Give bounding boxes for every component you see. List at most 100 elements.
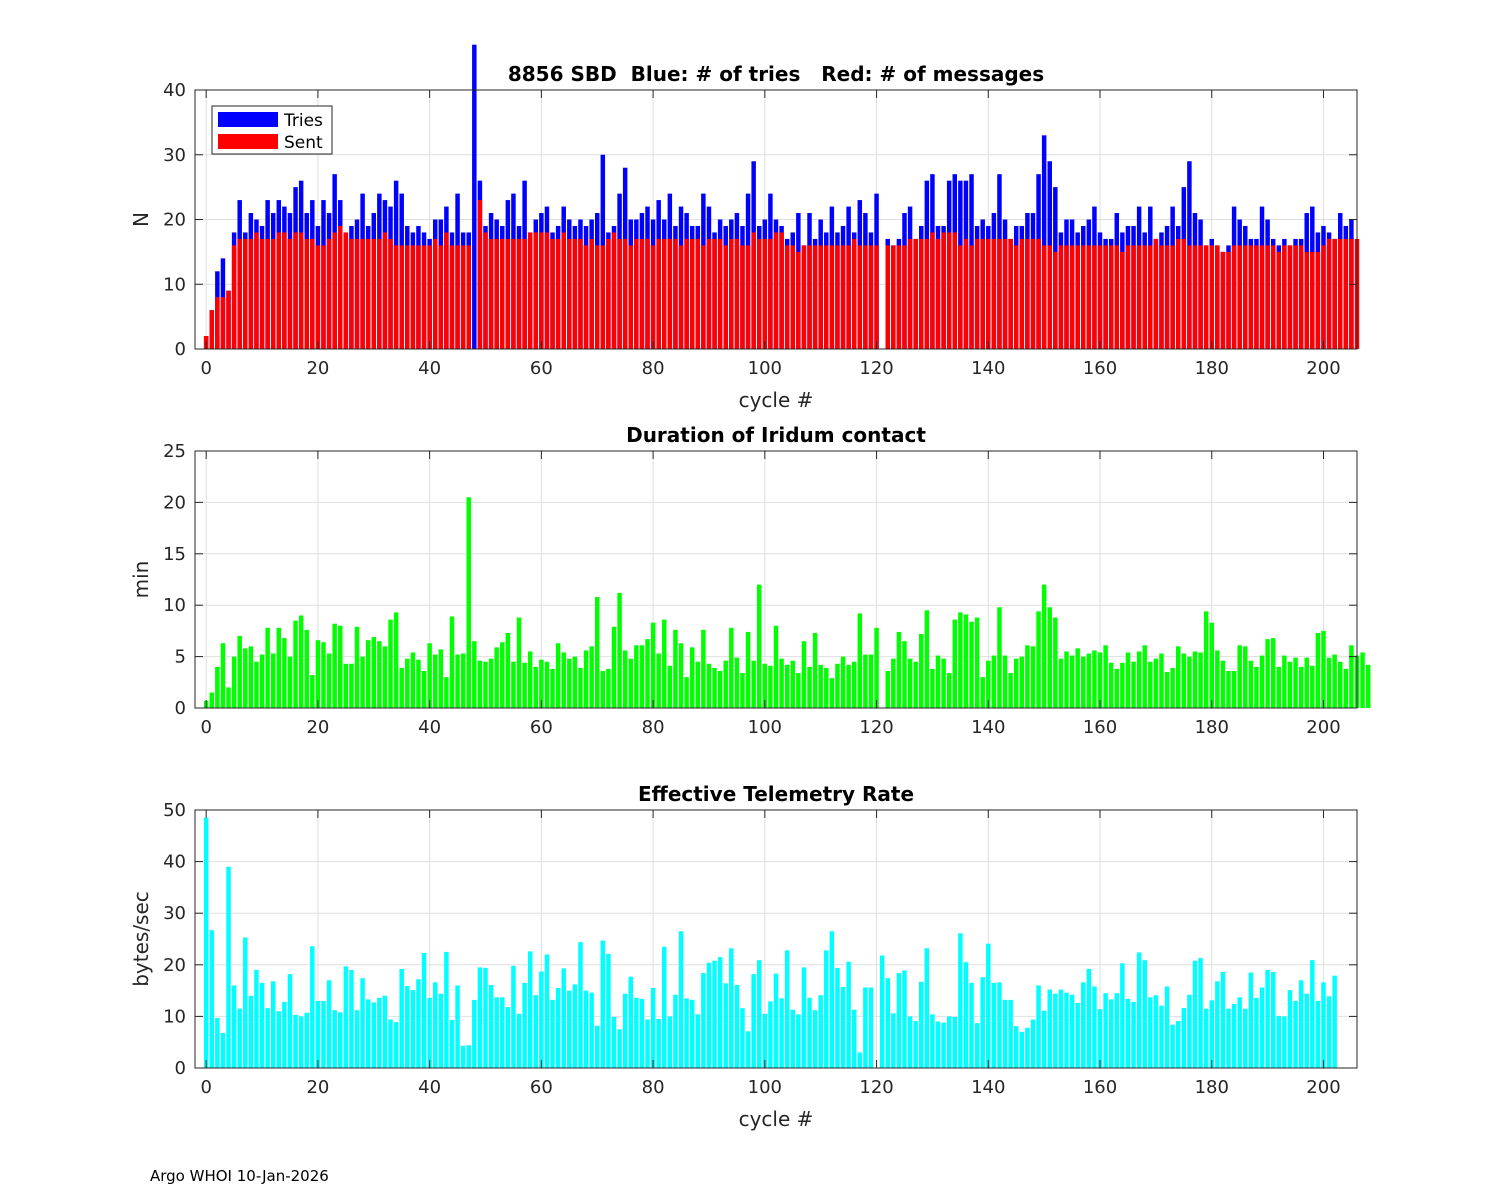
bar-sent (835, 245, 840, 349)
bar-duration (1041, 584, 1047, 708)
bar-rate (801, 967, 807, 1068)
bar-rate (1069, 994, 1075, 1068)
y-tick-label: 0 (175, 698, 186, 719)
bar-duration (818, 664, 823, 708)
bar-sent (360, 238, 365, 349)
bar-duration (1153, 658, 1159, 708)
bar-rate (349, 969, 354, 1068)
bar-rate (1192, 960, 1198, 1068)
bar-duration (1181, 653, 1187, 708)
bar-sent (1343, 238, 1349, 349)
bar-duration (857, 613, 863, 708)
bar-rate (1170, 1024, 1175, 1068)
bar-duration (740, 673, 745, 708)
y-tick-label: 10 (163, 595, 186, 616)
bar-duration (824, 667, 829, 708)
bar-tries (1041, 135, 1047, 349)
bar-duration (1092, 650, 1097, 708)
bar-rate (472, 999, 477, 1068)
x-tick-label: 80 (642, 717, 665, 738)
x-tick-label: 0 (200, 358, 211, 379)
y-tick-label: 15 (163, 544, 186, 565)
bar-sent (259, 238, 265, 349)
x-tick-label: 160 (1083, 1077, 1117, 1098)
bar-sent (628, 245, 633, 349)
bar-sent (896, 245, 902, 349)
bar-duration (1097, 652, 1103, 708)
bar-sent (293, 232, 298, 349)
bar-rate (1064, 992, 1069, 1068)
bar-duration (1243, 646, 1248, 708)
bar-rate (572, 984, 578, 1068)
bar-rate (466, 1045, 471, 1068)
x-tick-label: 100 (748, 358, 782, 379)
bar-duration (1226, 670, 1231, 708)
bar-duration (958, 612, 963, 708)
bar-sent (382, 232, 388, 349)
bar-rate (410, 990, 416, 1068)
bar-rate (393, 1022, 399, 1068)
chart-panel-1: 0 20 40 60 80 100 120 140 160 180 200 0 10 20 30 40 8856… (129, 44, 1360, 412)
bar-duration (360, 656, 365, 708)
legend-label-tries: Tries (283, 111, 323, 131)
bar-rate (879, 955, 885, 1068)
bar-rate (449, 1020, 455, 1068)
bar-sent (522, 238, 527, 349)
bar-duration (393, 612, 399, 708)
bar-sent (455, 245, 460, 349)
bar-sent (276, 232, 282, 349)
bar-rate (745, 1031, 751, 1068)
bar-sent (706, 238, 712, 349)
bar-rate (477, 967, 483, 1068)
y-tick-label: 30 (163, 903, 186, 924)
bar-duration (276, 627, 282, 708)
bar-rate (1265, 969, 1270, 1068)
bar-duration (868, 654, 874, 708)
bar-sent (824, 245, 829, 349)
bar-rate (1287, 990, 1293, 1068)
bar-rate (310, 946, 315, 1068)
bar-duration (270, 653, 276, 708)
bar-duration (913, 661, 918, 708)
bar-rate (287, 974, 293, 1068)
bar-rate (259, 982, 265, 1068)
bar-rate (1131, 1001, 1136, 1068)
bar-duration (550, 668, 555, 708)
footer-label: Argo WHOI 10-Jan-2026 (150, 1167, 329, 1185)
bar-duration (1338, 661, 1343, 708)
bar-rate (1310, 960, 1315, 1068)
bar-sent (617, 238, 622, 349)
bar-duration (1120, 662, 1125, 708)
bar-duration (438, 649, 444, 708)
y-tick-label: 10 (163, 1006, 186, 1027)
bar-sent (1159, 245, 1164, 349)
bar-rate (1231, 1004, 1237, 1068)
bar-rate (1136, 952, 1142, 1068)
bar-duration (885, 670, 890, 708)
bar-sent (282, 232, 287, 349)
bar-duration (338, 625, 343, 708)
bar-duration (220, 643, 226, 708)
x-tick-label: 180 (1195, 717, 1229, 738)
bar-sent (801, 245, 807, 349)
bar-duration (606, 668, 611, 708)
bar-rate (1220, 972, 1226, 1068)
bar-rate (1086, 968, 1092, 1068)
bar-duration (628, 658, 633, 708)
bar-rate (533, 995, 539, 1068)
bar-duration (846, 664, 851, 708)
bar-sent (1254, 245, 1259, 349)
bar-rate (248, 995, 254, 1068)
bar-rate (377, 997, 382, 1068)
bar-sent (254, 232, 259, 349)
bar-rate (1153, 995, 1159, 1068)
bar-rate (779, 998, 784, 1068)
bar-rate (371, 1002, 377, 1068)
bar-sent (265, 238, 270, 349)
y-axis-label: bytes/sec (129, 891, 153, 987)
bar-duration (527, 651, 533, 708)
bar-duration (807, 666, 812, 708)
bar-duration (1198, 652, 1203, 708)
bar-rate (578, 942, 583, 1068)
bar-rate (1270, 972, 1276, 1068)
